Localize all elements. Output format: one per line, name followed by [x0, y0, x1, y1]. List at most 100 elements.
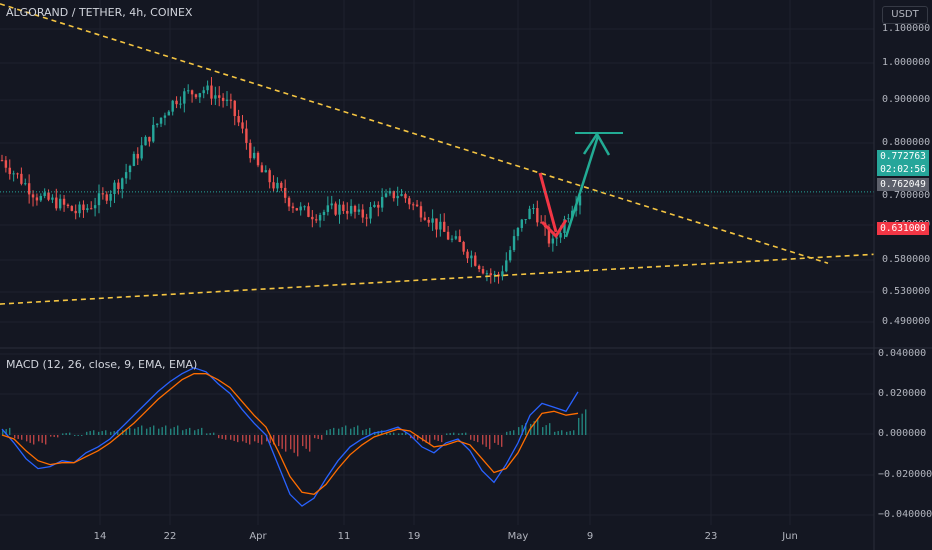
histogram-bar	[441, 435, 443, 443]
candle-body	[179, 103, 182, 105]
red-arrow-head	[540, 219, 568, 239]
candle-body	[16, 173, 19, 175]
histogram-bar	[62, 433, 64, 435]
candle-body	[249, 142, 252, 159]
candle-body	[74, 210, 77, 214]
histogram-bar	[413, 435, 415, 439]
candle-body	[93, 205, 97, 209]
histogram-bar	[33, 435, 35, 445]
countdown-tag: 02:02:56	[877, 163, 929, 176]
candle-body	[559, 233, 562, 238]
candle-body	[365, 217, 368, 219]
candle-body	[532, 208, 535, 210]
histogram-bar	[197, 429, 199, 435]
candle-body	[152, 124, 155, 142]
histogram-bar	[398, 433, 400, 435]
candle-body	[567, 218, 570, 220]
candle-body	[481, 269, 485, 274]
candle-body	[501, 271, 504, 277]
candle-body	[287, 197, 291, 207]
candle-body	[136, 153, 139, 159]
candle-body	[229, 99, 233, 101]
drawing-arrows[interactable]	[538, 131, 623, 239]
candle-body	[241, 122, 244, 129]
histogram-bar	[509, 431, 511, 435]
currency-label[interactable]: USDT	[882, 6, 928, 24]
date-tick: 9	[586, 531, 594, 542]
histogram-bar	[293, 435, 295, 453]
histogram-bar	[429, 435, 431, 445]
macd-histogram	[2, 409, 587, 457]
candle-body	[380, 196, 384, 208]
date-tick: 23	[704, 531, 718, 542]
candle-body	[295, 208, 299, 211]
support-level-tag: 0.631000	[877, 222, 929, 235]
histogram-bar	[89, 431, 91, 435]
histogram-bar	[521, 425, 523, 435]
histogram-bar	[86, 431, 88, 435]
candle-body	[536, 208, 539, 223]
histogram-bar	[230, 435, 232, 440]
histogram-bar	[129, 427, 131, 435]
histogram-bar	[221, 435, 223, 439]
price-tick: 1.100000	[882, 23, 931, 34]
candle-body	[35, 197, 39, 201]
histogram-bar	[77, 435, 79, 436]
candle-body	[408, 198, 411, 205]
candle-body	[66, 204, 70, 207]
macd-indicator-title[interactable]: MACD (12, 26, close, 9, EMA, EMA)	[6, 358, 198, 371]
histogram-bar	[513, 430, 515, 435]
candle-body	[508, 250, 512, 261]
candle-body	[516, 227, 520, 237]
histogram-bar	[26, 435, 28, 442]
histogram-bar	[458, 433, 460, 435]
candle-body	[474, 255, 477, 266]
histogram-bar	[201, 427, 203, 435]
macd-tick: 0.020000	[878, 388, 927, 399]
histogram-bar	[257, 435, 259, 443]
date-tick: May	[507, 531, 529, 542]
histogram-bar	[14, 435, 16, 439]
macd-tick: −0.040000	[878, 509, 932, 520]
candle-body	[392, 191, 395, 199]
candle-body	[90, 208, 93, 210]
histogram-bar	[105, 430, 107, 435]
histogram-bar	[57, 435, 59, 438]
histogram-bar	[321, 435, 323, 440]
histogram-bar	[165, 425, 167, 435]
candle-body	[485, 273, 489, 275]
candle-body	[493, 274, 496, 276]
histogram-bar	[377, 431, 379, 435]
candle-body	[155, 123, 159, 125]
histogram-bar	[561, 430, 563, 435]
histogram-bar	[185, 429, 187, 435]
candle-body	[361, 209, 364, 218]
candle-body	[128, 165, 132, 173]
histogram-bar	[213, 432, 215, 435]
histogram-bar	[297, 435, 299, 457]
histogram-bar	[50, 435, 52, 437]
candle-body	[0, 160, 4, 162]
histogram-bar	[305, 435, 307, 449]
histogram-bar	[149, 427, 151, 435]
price-tick: 0.580000	[882, 254, 931, 265]
candle-body	[101, 193, 105, 195]
candle-body	[330, 203, 333, 206]
candle-body	[163, 115, 167, 118]
histogram-bar	[554, 431, 556, 435]
histogram-bar	[309, 435, 311, 452]
histogram-bar	[269, 435, 271, 443]
green-arrow-shaft	[564, 135, 600, 238]
histogram-bar	[525, 423, 527, 435]
candle-body	[190, 90, 194, 95]
candle-body	[8, 167, 11, 175]
histogram-bar	[225, 435, 227, 440]
histogram-bar	[453, 432, 455, 435]
candle-body	[264, 170, 267, 173]
histogram-bar	[254, 435, 256, 442]
trendlines[interactable]	[0, 3, 875, 305]
histogram-bar	[5, 429, 7, 435]
candle-body	[466, 251, 469, 259]
candle-body	[404, 194, 407, 199]
